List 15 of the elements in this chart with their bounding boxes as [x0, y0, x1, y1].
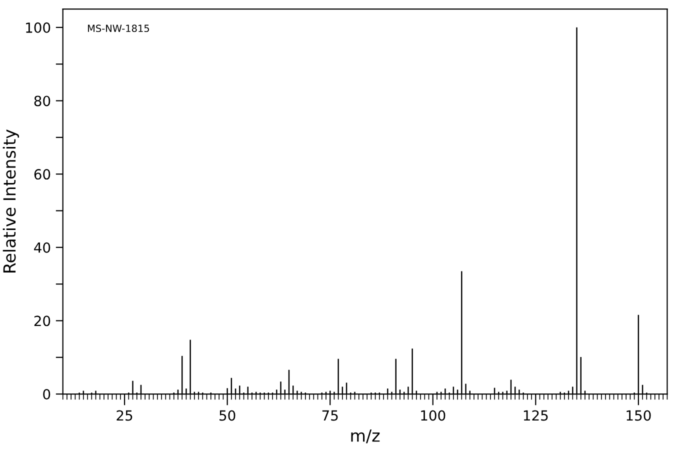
- x-axis-title: m/z: [351, 430, 380, 444]
- y-tick-label: 60: [34, 169, 50, 180]
- x-tick-label: 50: [220, 410, 236, 421]
- annotation: MS-NW-1815: [88, 24, 150, 32]
- y-tick-label: 20: [34, 316, 50, 326]
- x-tick-label: 150: [626, 410, 651, 421]
- y-tick-label: 100: [26, 22, 50, 33]
- y-tick-label: 0: [43, 389, 50, 400]
- y-tick-label: 40: [34, 242, 50, 253]
- y-tick-label: 80: [34, 96, 50, 106]
- x-tick-label: 125: [524, 410, 548, 421]
- x-tick-label: 25: [116, 410, 132, 421]
- x-tick-label: 100: [421, 410, 446, 421]
- y-axis-title: Relative Intensity: [2, 130, 19, 272]
- x-tick-label: 75: [322, 410, 338, 421]
